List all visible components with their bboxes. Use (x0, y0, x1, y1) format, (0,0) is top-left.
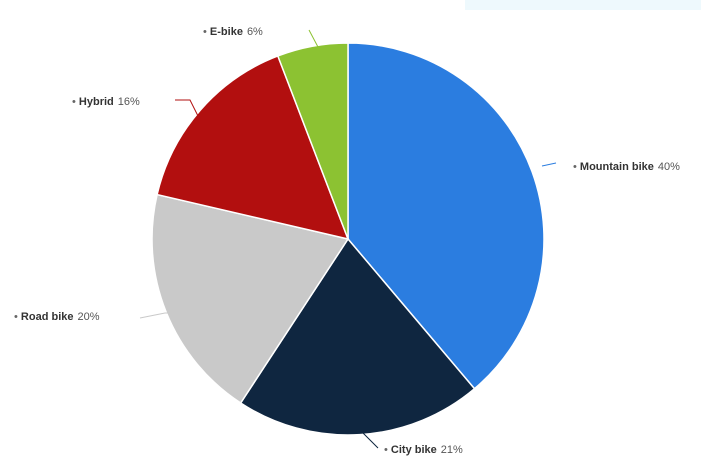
leader-line-e-bike (308, 29, 319, 48)
slice-label-e-bike: • E-bike 6% (203, 26, 263, 38)
slice-label-mountain-bike: • Mountain bike 40% (573, 161, 680, 173)
leader-line-mountain-bike (541, 162, 557, 167)
leader-lines (139, 29, 557, 449)
slice-percent: 20% (78, 311, 100, 323)
slice-labels: • Mountain bike 40% • City bike 21% • Road b… (14, 26, 680, 456)
slice-category: Road bike (21, 311, 74, 323)
pie-slices (151, 42, 545, 436)
pie-slice-e-bike (276, 42, 349, 240)
label-bullet: • (203, 26, 210, 38)
slice-category: City bike (391, 444, 437, 456)
leader-line-road-bike (139, 312, 180, 319)
pie-slice-city-bike (239, 237, 476, 436)
leader-line-city-bike (361, 420, 379, 449)
label-bullet: • (573, 161, 580, 173)
leader-line-hybrid (175, 99, 199, 117)
label-bullet: • (72, 96, 79, 108)
slice-percent: 6% (247, 26, 263, 38)
pie-slice-road-bike (151, 193, 350, 405)
slice-percent: 21% (441, 444, 463, 456)
slice-label-city-bike: • City bike 21% (384, 444, 463, 456)
slice-category: E-bike (210, 26, 243, 38)
slice-label-hybrid: • Hybrid 16% (72, 96, 140, 108)
label-bullet: • (384, 444, 391, 456)
slice-percent: 16% (118, 96, 140, 108)
slice-percent: 40% (658, 161, 680, 173)
pie-slice-mountain-bike (347, 42, 545, 390)
pie-slice-hybrid (156, 55, 350, 241)
slice-label-road-bike: • Road bike 20% (14, 311, 100, 323)
top-edge-strip (465, 0, 701, 10)
slice-category: Hybrid (79, 96, 114, 108)
slice-category: Mountain bike (580, 161, 654, 173)
label-bullet: • (14, 311, 21, 323)
